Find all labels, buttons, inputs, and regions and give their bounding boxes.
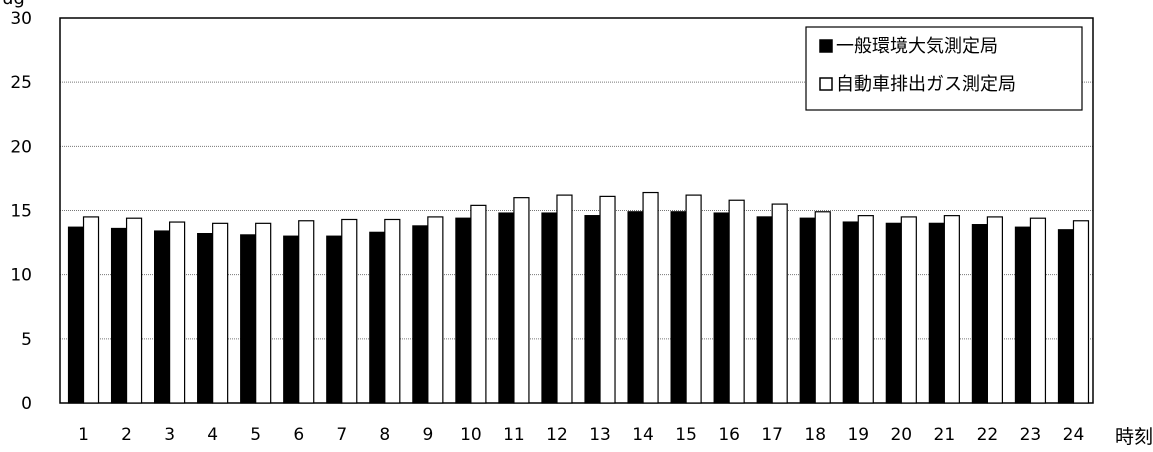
bar-general-10	[455, 217, 472, 404]
bar-roadside-16	[728, 199, 745, 404]
legend-box	[805, 26, 1083, 111]
bar-general-14	[627, 211, 644, 404]
bar-roadside-21	[943, 215, 960, 404]
x-tick-label: 21	[934, 425, 956, 445]
bar-general-23	[1014, 226, 1032, 404]
legend-swatch-general	[819, 39, 833, 53]
x-tick-label: 13	[589, 425, 611, 445]
bar-general-8	[369, 231, 386, 404]
x-tick-label: 1	[78, 425, 89, 445]
plot-area-frame	[59, 17, 1094, 404]
bar-roadside-7	[341, 218, 358, 404]
bar-roadside-1	[82, 216, 100, 404]
x-tick-label: 16	[718, 425, 740, 445]
bar-general-21	[928, 222, 945, 404]
x-tick-label: 23	[1020, 425, 1042, 445]
bar-roadside-20	[900, 216, 917, 404]
x-tick-label: 14	[632, 425, 654, 445]
legend-label-general: 一般環境大気測定局	[836, 36, 998, 57]
bar-general-6	[283, 235, 300, 404]
bar-roadside-18	[814, 211, 831, 404]
bar-roadside-13	[599, 195, 616, 404]
bar-roadside-23	[1029, 217, 1047, 404]
bar-general-22	[971, 224, 988, 404]
y-axis-unit-label: ug	[2, 0, 25, 9]
bar-roadside-15	[685, 194, 702, 404]
bar-roadside-3	[169, 221, 186, 404]
x-tick-label: 17	[761, 425, 783, 445]
x-tick-label: 8	[379, 425, 390, 445]
x-tick-label: 4	[207, 425, 218, 445]
bar-roadside-9	[427, 216, 444, 404]
x-tick-label: 2	[121, 425, 132, 445]
legend-label-roadside: 自動車排出ガス測定局	[836, 74, 1016, 95]
x-tick-label: 9	[422, 425, 433, 445]
x-tick-label: 11	[503, 425, 525, 445]
bar-general-7	[326, 235, 343, 404]
bar-general-9	[412, 225, 429, 404]
bar-roadside-19	[857, 215, 874, 404]
x-tick-label: 20	[890, 425, 912, 445]
x-tick-label: 24	[1063, 425, 1085, 445]
bar-general-12	[541, 212, 558, 404]
x-axis-label: 時刻	[1115, 426, 1153, 448]
bar-roadside-8	[384, 218, 401, 404]
bar-roadside-14	[642, 191, 659, 404]
x-tick-label: 12	[546, 425, 568, 445]
bar-roadside-24	[1072, 220, 1090, 404]
x-tick-label: 5	[250, 425, 261, 445]
x-tick-label: 10	[460, 425, 482, 445]
x-tick-label: 3	[164, 425, 175, 445]
bar-roadside-22	[986, 216, 1003, 404]
bar-roadside-4	[212, 222, 229, 404]
x-tick-label: 22	[977, 425, 999, 445]
bar-roadside-11	[513, 197, 530, 404]
bar-general-4	[197, 233, 214, 404]
x-tick-label: 19	[847, 425, 869, 445]
bar-general-13	[584, 215, 601, 404]
bar-general-3	[154, 230, 171, 404]
y-tick-label: 25	[10, 73, 32, 93]
y-tick-label: 5	[21, 330, 32, 350]
bar-general-24	[1057, 229, 1075, 404]
bar-roadside-12	[556, 194, 573, 404]
bar-roadside-10	[470, 204, 487, 404]
bar-general-15	[670, 211, 687, 404]
bar-general-5	[240, 234, 257, 404]
y-tick-label: 0	[21, 394, 32, 414]
bar-general-18	[799, 217, 816, 404]
bar-general-17	[756, 216, 773, 404]
bar-general-2	[110, 227, 128, 404]
x-tick-label: 7	[336, 425, 347, 445]
bar-general-1	[67, 226, 85, 404]
y-tick-label: 15	[10, 202, 32, 222]
x-tick-label: 18	[804, 425, 826, 445]
y-tick-label: 20	[10, 137, 32, 157]
bar-roadside-2	[125, 217, 143, 404]
x-tick-label: 15	[675, 425, 697, 445]
x-tick-label: 6	[293, 425, 304, 445]
legend-swatch-roadside	[819, 77, 833, 91]
bar-roadside-17	[771, 203, 788, 404]
y-tick-label: 10	[10, 266, 32, 286]
bar-general-11	[498, 212, 515, 404]
y-tick-label: 30	[10, 9, 32, 29]
bar-general-19	[842, 221, 859, 404]
bar-general-16	[713, 212, 730, 404]
bar-roadside-6	[298, 220, 315, 404]
bar-roadside-5	[255, 222, 272, 404]
bar-general-20	[885, 222, 902, 404]
